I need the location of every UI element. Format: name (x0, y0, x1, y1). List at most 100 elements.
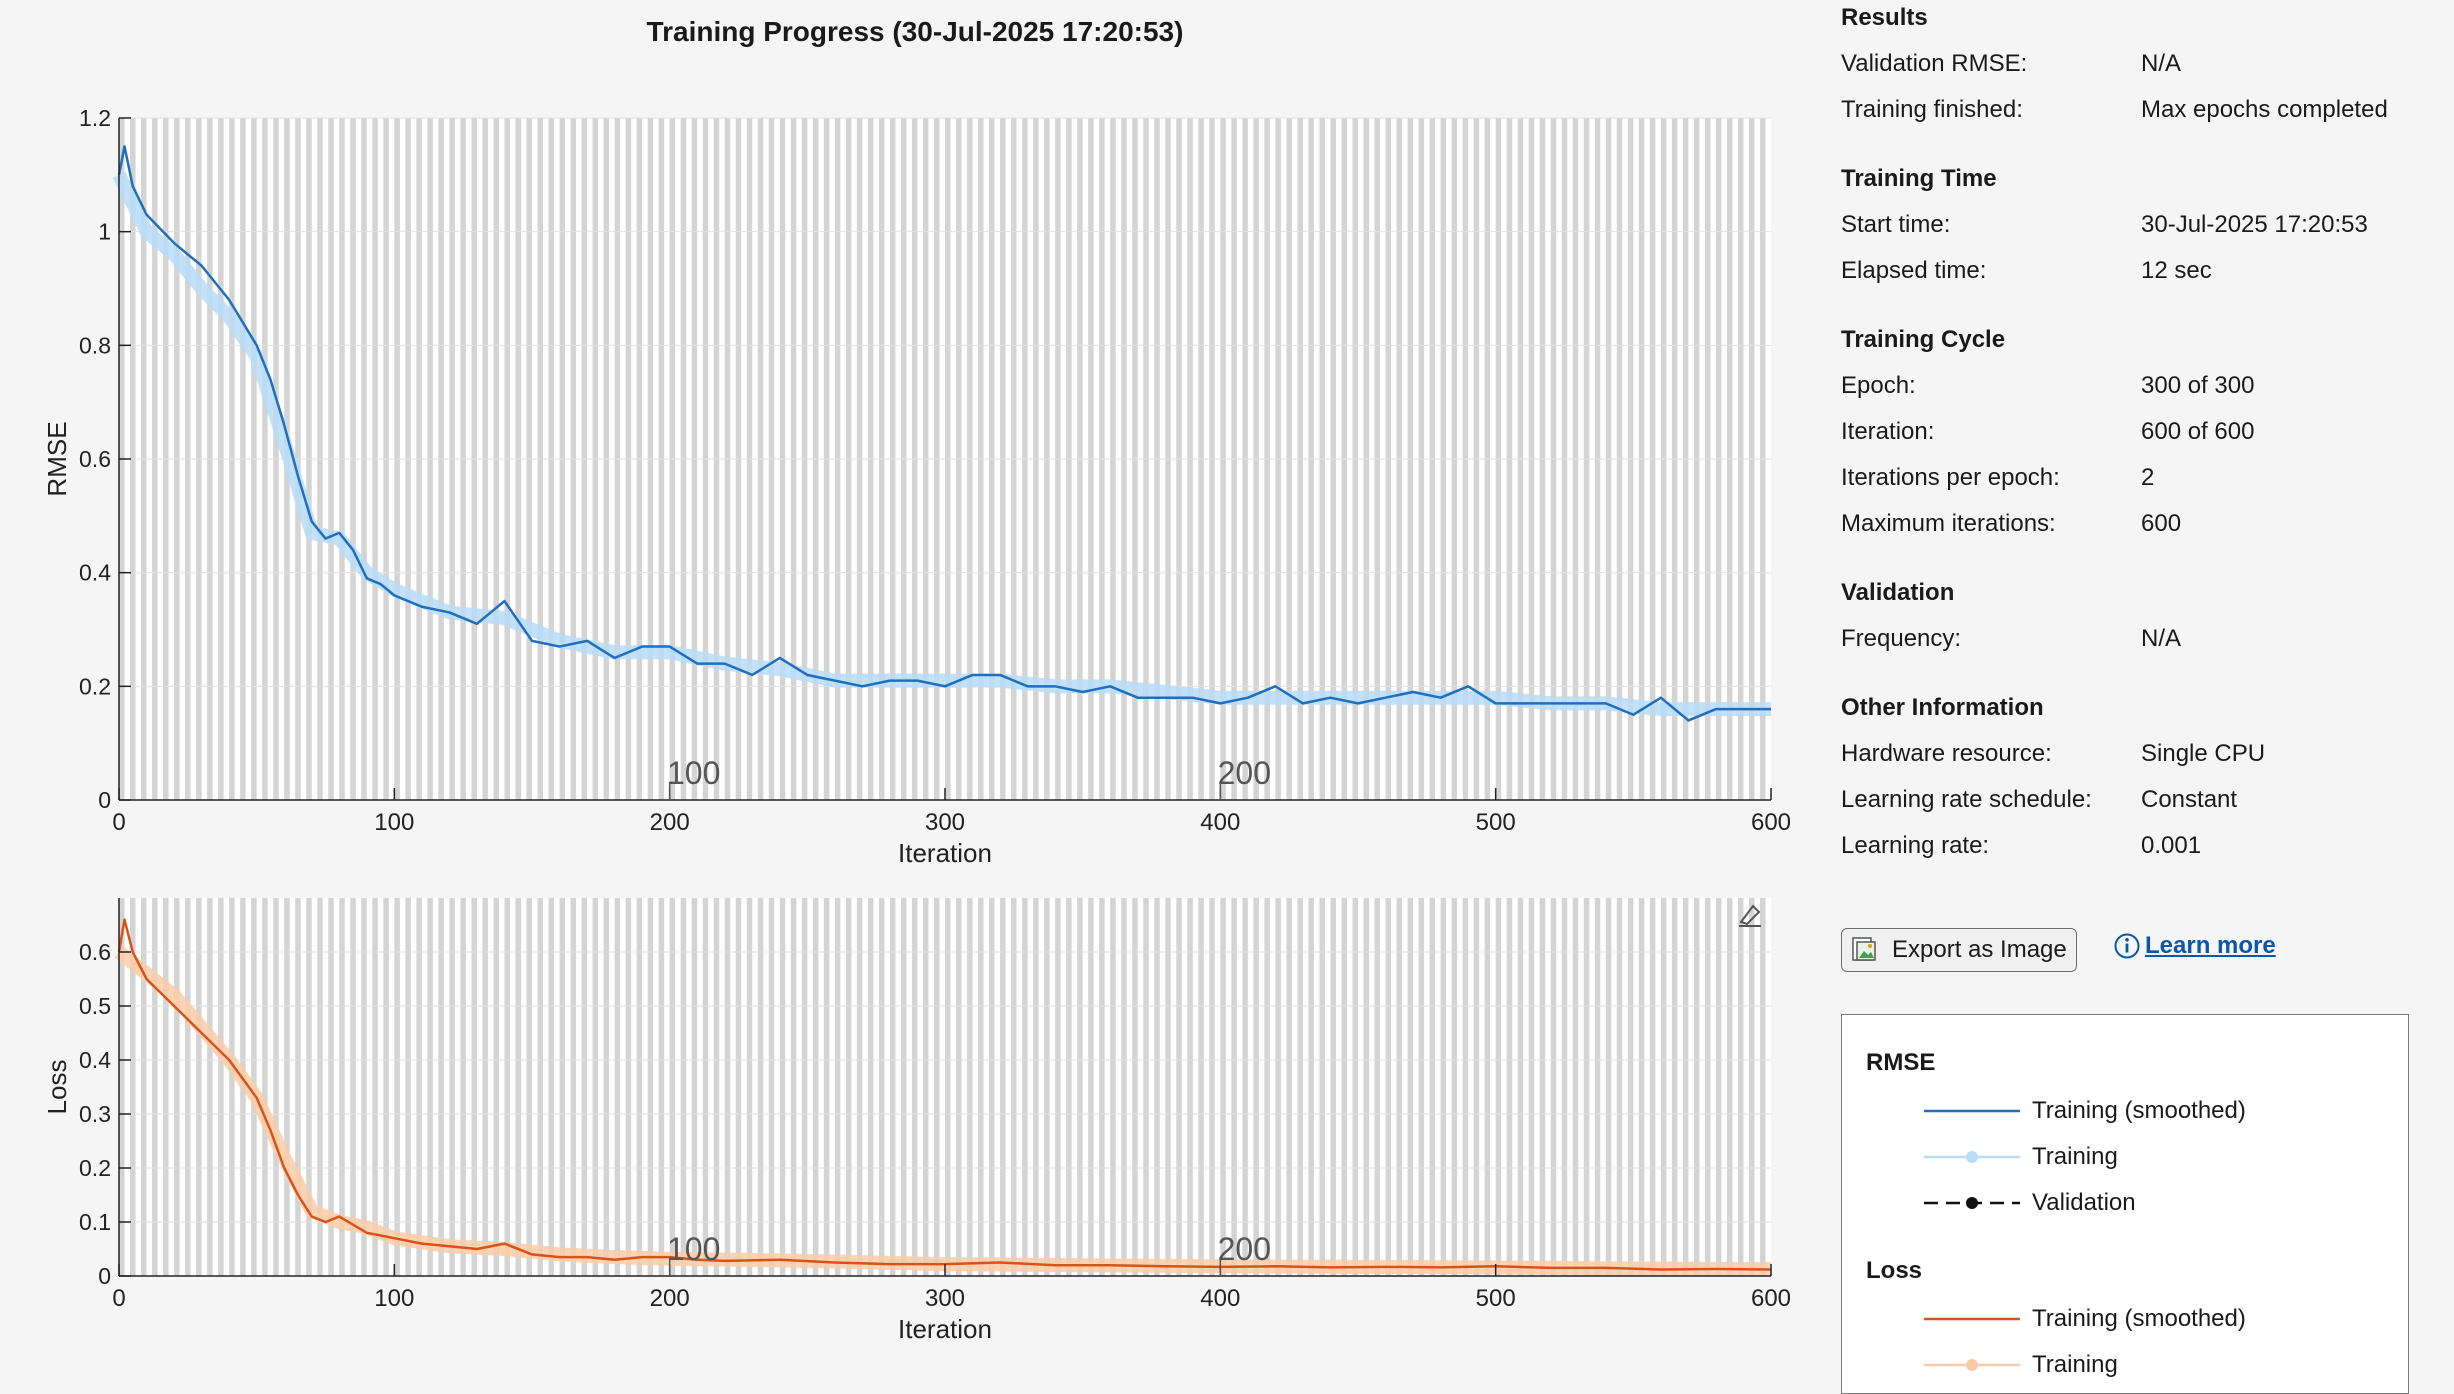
epoch-band (361, 898, 367, 1276)
rmse-chart: 0 100 200 300 400 500 600 0 0.2 0.4 0.6 0.8 1 1.2 100 2… (42, 105, 1791, 868)
iteration-value: 600 of 600 (2141, 418, 2255, 445)
epoch-band (1638, 898, 1645, 1276)
training-smoothed-line (117, 145, 1771, 722)
epoch-band (1297, 898, 1303, 1276)
chart-1-group: 0 100 200 300 400 500 600 0 0.1 0.2 0.3 0.4 0.5 0.6 10… (42, 898, 1791, 1344)
epoch-band (801, 898, 808, 1276)
epoch-band (1539, 898, 1546, 1276)
epoch-band (471, 898, 477, 1276)
export-as-image-button[interactable]: Export as Image (1841, 928, 2077, 972)
learn-more-label: Learn more (2145, 932, 2276, 959)
edit-plot-icon[interactable] (1739, 904, 1761, 927)
epoch-band (1682, 898, 1689, 1276)
epoch-band (1253, 898, 1259, 1276)
epoch-band (548, 898, 555, 1276)
legend-rmse-validation-label: Validation (2032, 1189, 2136, 1216)
epoch-band (141, 898, 147, 1276)
epoch-band (1352, 898, 1358, 1276)
epoch-band (691, 898, 698, 1276)
info-icon (2114, 933, 2140, 959)
epoch-band (1528, 898, 1535, 1276)
epoch-band (526, 898, 532, 1276)
epoch-band (1000, 898, 1006, 1276)
epoch-band (273, 898, 279, 1276)
epoch-band (449, 898, 455, 1276)
epoch-band (559, 898, 566, 1276)
epoch-band (130, 898, 136, 1276)
legend-loss-training-swatch (1924, 1359, 2020, 1371)
epoch-band (978, 898, 984, 1276)
epoch-band (1451, 898, 1458, 1276)
epoch-band (724, 898, 731, 1276)
epoch-band (317, 898, 323, 1276)
epoch-band (967, 898, 973, 1276)
epoch-band (570, 898, 577, 1276)
epoch-band (1220, 898, 1226, 1276)
epoch-band (680, 898, 687, 1276)
x-tick-label: 500 (1476, 809, 1516, 836)
epoch-band (493, 898, 499, 1276)
epoch-band (1550, 898, 1557, 1276)
epoch-band (196, 898, 202, 1276)
epoch-band (1572, 898, 1579, 1276)
max-iterations-label: Maximum iterations: (1841, 510, 2056, 537)
epoch-band (1011, 898, 1017, 1276)
epoch-band (1649, 898, 1656, 1276)
epoch-band (416, 898, 422, 1276)
epoch-band (768, 898, 775, 1276)
epoch-band (956, 898, 962, 1276)
epoch-band (1099, 898, 1105, 1276)
x-tick-label: 500 (1476, 1285, 1516, 1312)
epoch-band (1506, 898, 1513, 1276)
export-as-image-label: Export as Image (1892, 936, 2067, 963)
epoch-tick-label: 100 (667, 755, 720, 791)
epoch-band (1187, 898, 1193, 1276)
epoch-band (152, 898, 158, 1276)
epoch-band (207, 898, 213, 1276)
learn-more-link[interactable]: Learn more (2113, 932, 2276, 960)
window-title: Training Progress (30-Jul-2025 17:20:53) (646, 16, 1184, 47)
y-tick-label: 0.4 (79, 560, 111, 586)
lr-schedule-value: Constant (2141, 786, 2238, 813)
legend-rmse-training: Training (1922, 1137, 2118, 1177)
epoch-band (1385, 898, 1392, 1276)
legend-rmse-validation-swatch (1924, 1197, 2020, 1209)
epoch-band (504, 898, 510, 1276)
start-time-label: Start time: (1841, 211, 1951, 238)
validation-heading: Validation (1841, 579, 1955, 606)
x-tick-label: 300 (925, 1285, 965, 1312)
epoch-band (1275, 898, 1281, 1276)
epoch-band (636, 898, 643, 1276)
epoch-band (713, 898, 720, 1276)
start-time-value: 30-Jul-2025 17:20:53 (2141, 211, 2368, 238)
learning-rate-label: Learning rate: (1841, 832, 1990, 859)
training-smoothed-line (117, 918, 1772, 1271)
y-tick-label: 0 (98, 787, 111, 813)
epoch-band (823, 898, 830, 1276)
epoch-band (1616, 898, 1623, 1276)
x-tick-label: 0 (112, 809, 125, 836)
y-tick-label: 0.6 (79, 446, 111, 472)
epoch-band (218, 898, 224, 1276)
y-tick-label: 0.4 (79, 1047, 111, 1073)
epoch-band (1660, 898, 1667, 1276)
epoch-band (185, 898, 191, 1276)
epoch-band (372, 898, 378, 1276)
epoch-band (1209, 898, 1215, 1276)
epoch-band (394, 898, 400, 1276)
epoch-band (1484, 898, 1491, 1276)
epoch-tick-label: 100 (667, 1231, 720, 1267)
legend-rmse-smoothed-swatch (1924, 1109, 2020, 1113)
learning-rate-value: 0.001 (2141, 832, 2202, 859)
epoch-band (1462, 898, 1469, 1276)
epoch-band (438, 898, 444, 1276)
hardware-resource-value: Single CPU (2141, 740, 2266, 767)
export-image-icon (1852, 937, 1876, 961)
epoch-band (1759, 898, 1766, 1276)
epoch-band (922, 898, 929, 1276)
y-tick-label: 0.3 (79, 1101, 111, 1127)
frequency-label: Frequency: (1841, 625, 1962, 652)
epoch-band (1594, 898, 1601, 1276)
epoch-tick-label: 200 (1218, 755, 1271, 791)
results-heading: Results (1841, 4, 1928, 31)
